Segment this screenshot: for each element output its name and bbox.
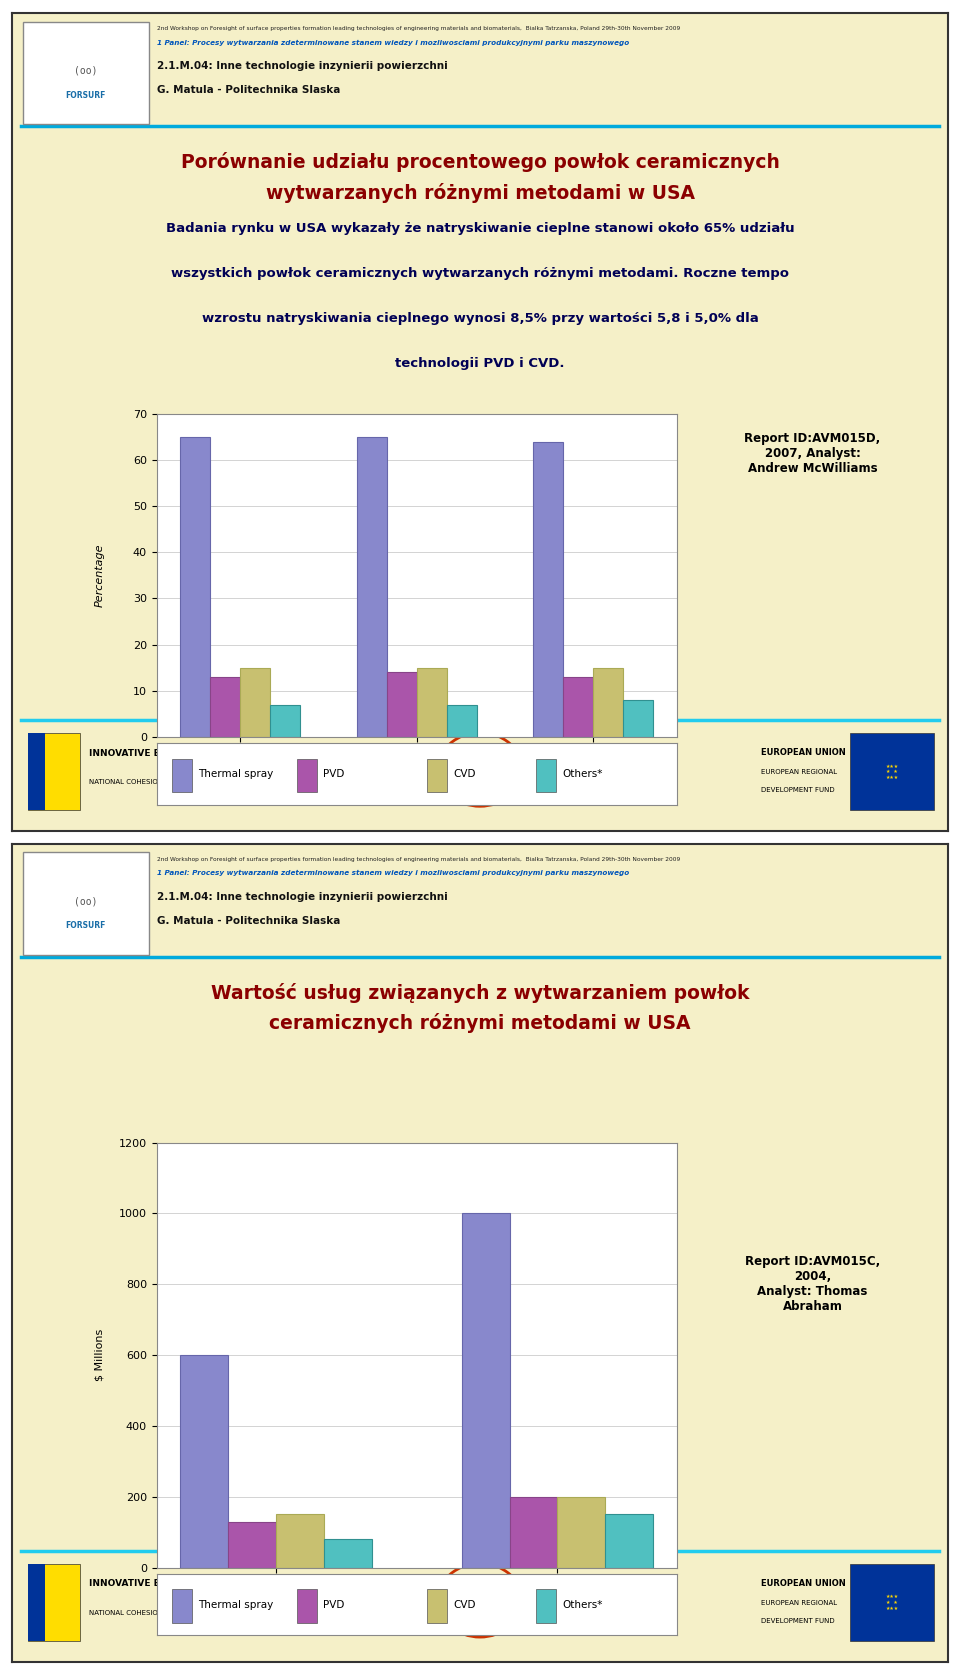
Bar xyxy=(228,1521,276,1568)
Bar xyxy=(533,442,564,737)
Text: Others*: Others* xyxy=(563,769,603,779)
FancyBboxPatch shape xyxy=(851,732,934,811)
Text: EUROPEAN REGIONAL: EUROPEAN REGIONAL xyxy=(761,769,837,776)
FancyBboxPatch shape xyxy=(851,1563,934,1642)
Text: 2012: 2012 xyxy=(546,757,601,777)
Bar xyxy=(606,1514,653,1568)
Text: ★★★
★  ★
★★★: ★★★ ★ ★ ★★★ xyxy=(886,764,899,781)
FancyBboxPatch shape xyxy=(537,1590,556,1623)
Text: wzrostu natryskiwania cieplnego wynosi 8,5% przy wartości 5,8 i 5,0% dla: wzrostu natryskiwania cieplnego wynosi 8… xyxy=(202,312,758,325)
FancyBboxPatch shape xyxy=(427,759,447,792)
Text: DEVELOPMENT FUND: DEVELOPMENT FUND xyxy=(761,1618,834,1623)
Text: NATIONAL COHESION STRATEGY: NATIONAL COHESION STRATEGY xyxy=(89,1610,201,1616)
FancyBboxPatch shape xyxy=(298,1590,317,1623)
Text: Report ID:AVM015C,
2004,
Analyst: Thomas
Abraham: Report ID:AVM015C, 2004, Analyst: Thomas… xyxy=(745,1255,880,1313)
FancyBboxPatch shape xyxy=(298,759,317,792)
Y-axis label: $ Millions: $ Millions xyxy=(95,1328,105,1382)
FancyBboxPatch shape xyxy=(29,732,80,811)
Text: wszystkich powłok ceramicznych wytwarzanych różnymi metodami. Roczne tempo: wszystkich powłok ceramicznych wytwarzan… xyxy=(171,266,789,280)
Text: G. Matula - Politechnika Slaska: G. Matula - Politechnika Slaska xyxy=(156,85,340,95)
Text: CVD: CVD xyxy=(453,769,475,779)
Bar xyxy=(417,668,446,737)
FancyBboxPatch shape xyxy=(427,1590,447,1623)
Text: DEVELOPMENT FUND: DEVELOPMENT FUND xyxy=(761,787,834,792)
Text: 2009: 2009 xyxy=(341,1588,395,1608)
Text: Thermal spray: Thermal spray xyxy=(199,769,274,779)
Bar xyxy=(446,705,477,737)
Text: Badania rynku w USA wykazały że natryskiwanie cieplne stanowi około 65% udziału: Badania rynku w USA wykazały że natryski… xyxy=(166,221,794,235)
Text: 2nd Workshop on Foresight of surface properties formation leading technologies o: 2nd Workshop on Foresight of surface pro… xyxy=(156,27,680,32)
Text: Wartość usług związanych z wytwarzaniem powłok: Wartość usług związanych z wytwarzaniem … xyxy=(211,983,749,1003)
Bar xyxy=(271,705,300,737)
Text: (oo): (oo) xyxy=(74,896,97,906)
Text: 2.1.M.04: Inne technologie inzynierii powierzchni: 2.1.M.04: Inne technologie inzynierii po… xyxy=(156,60,447,70)
Bar xyxy=(564,677,593,737)
Text: 2009: 2009 xyxy=(341,757,395,777)
FancyBboxPatch shape xyxy=(173,1590,192,1623)
Text: 1 Panel: Procesy wytwarzania zdeterminowane stanem wiedzy i mozliwosciami produk: 1 Panel: Procesy wytwarzania zdeterminow… xyxy=(156,871,629,876)
Text: wytwarzanych różnymi metodami w USA: wytwarzanych różnymi metodami w USA xyxy=(266,183,694,203)
Text: technologii PVD i CVD.: technologii PVD i CVD. xyxy=(396,357,564,370)
Text: NATIONAL COHESION STRATEGY: NATIONAL COHESION STRATEGY xyxy=(89,779,201,786)
Text: PVD: PVD xyxy=(324,1600,345,1610)
Bar xyxy=(180,437,210,737)
Text: PVD: PVD xyxy=(324,769,345,779)
Text: 2nd Workshop on Foresight of surface properties formation leading technologies o: 2nd Workshop on Foresight of surface pro… xyxy=(156,858,680,863)
FancyBboxPatch shape xyxy=(23,853,149,955)
Text: 1 Panel: Procesy wytwarzania zdeterminowane stanem wiedzy i mozliwosciami produk: 1 Panel: Procesy wytwarzania zdeterminow… xyxy=(156,40,629,45)
Text: Others*: Others* xyxy=(563,1600,603,1610)
Bar xyxy=(510,1497,558,1568)
Bar xyxy=(387,672,417,737)
Text: EUROPEAN REGIONAL: EUROPEAN REGIONAL xyxy=(761,1600,837,1606)
Y-axis label: Percentage: Percentage xyxy=(95,544,105,606)
Bar xyxy=(324,1539,372,1568)
Text: ★★★
★  ★
★★★: ★★★ ★ ★ ★★★ xyxy=(886,1595,899,1611)
Bar xyxy=(623,700,653,737)
Text: EUROPEAN UNION: EUROPEAN UNION xyxy=(761,747,846,757)
Bar xyxy=(593,668,623,737)
Bar xyxy=(357,437,387,737)
FancyBboxPatch shape xyxy=(29,1563,45,1642)
Text: INNOVATIVE ECONOMY: INNOVATIVE ECONOMY xyxy=(89,749,205,757)
FancyBboxPatch shape xyxy=(537,759,556,792)
Text: FORSURF: FORSURF xyxy=(65,921,106,930)
Text: CVD: CVD xyxy=(453,1600,475,1610)
Text: INNOVATIVE ECONOMY: INNOVATIVE ECONOMY xyxy=(89,1580,205,1588)
Bar xyxy=(240,668,271,737)
Text: Thermal spray: Thermal spray xyxy=(199,1600,274,1610)
FancyBboxPatch shape xyxy=(173,759,192,792)
Text: ceramicznych różnymi metodami w USA: ceramicznych różnymi metodami w USA xyxy=(269,1013,691,1033)
Text: Report ID:AVM015D,
2007, Analyst:
Andrew McWilliams: Report ID:AVM015D, 2007, Analyst: Andrew… xyxy=(745,432,880,476)
Bar xyxy=(558,1497,606,1568)
Text: 2012: 2012 xyxy=(546,1588,601,1608)
Text: FORSURF: FORSURF xyxy=(65,90,106,99)
Bar xyxy=(462,1213,510,1568)
Bar xyxy=(276,1514,324,1568)
Text: Porównanie udziału procentowego powłok ceramicznych: Porównanie udziału procentowego powłok c… xyxy=(180,152,780,173)
Text: (oo): (oo) xyxy=(74,65,97,75)
FancyBboxPatch shape xyxy=(29,1563,80,1642)
FancyBboxPatch shape xyxy=(23,22,149,124)
FancyBboxPatch shape xyxy=(29,732,45,811)
Bar xyxy=(180,1355,228,1568)
Text: EUROPEAN UNION: EUROPEAN UNION xyxy=(761,1578,846,1588)
Text: G. Matula - Politechnika Slaska: G. Matula - Politechnika Slaska xyxy=(156,916,340,926)
Text: 2.1.M.04: Inne technologie inzynierii powierzchni: 2.1.M.04: Inne technologie inzynierii po… xyxy=(156,891,447,901)
Bar xyxy=(210,677,240,737)
